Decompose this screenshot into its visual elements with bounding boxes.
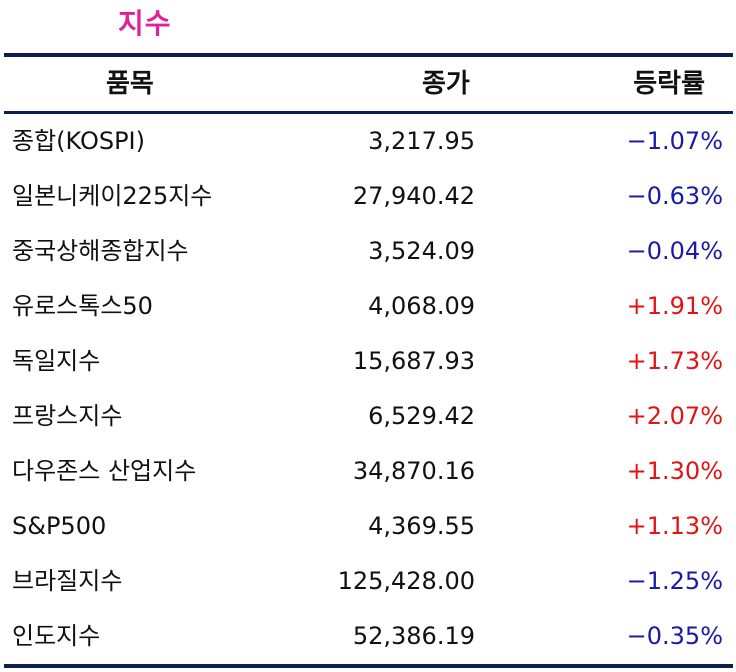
row-name: S&P500 (12, 512, 107, 540)
table-row: 브라질지수 125,428.00 −1.25% (4, 554, 733, 609)
row-change: +1.91% (626, 292, 723, 320)
row-change: +1.73% (626, 347, 723, 375)
header-change: 등락률 (633, 69, 705, 99)
row-change: −1.07% (626, 127, 723, 155)
row-change: −0.04% (626, 237, 723, 265)
table-body: 종합(KOSPI) 3,217.95 −1.07% 일본니케이225지수 27,940.… (4, 114, 733, 664)
table-row: 다우존스 산업지수 34,870.16 +1.30% (4, 444, 733, 499)
row-change: −0.63% (626, 182, 723, 210)
header-name: 품목 (106, 69, 154, 99)
row-name: 독일지수 (12, 347, 101, 375)
row-change: +2.07% (626, 402, 723, 430)
table-row: 인도지수 52,386.19 −0.35% (4, 609, 733, 664)
row-close: 34,870.16 (352, 457, 475, 485)
row-change: −0.35% (626, 622, 723, 650)
row-close: 52,386.19 (352, 622, 475, 650)
row-close: 27,940.42 (352, 182, 475, 210)
table-header: 품목 종가 등락률 (4, 57, 733, 114)
table-row: 유로스톡스50 4,068.09 +1.91% (4, 279, 733, 334)
row-close: 4,369.55 (368, 512, 475, 540)
table-row: 일본니케이225지수 27,940.42 −0.63% (4, 169, 733, 224)
header-close: 종가 (422, 69, 470, 99)
row-name: 다우존스 산업지수 (12, 457, 197, 485)
page-title: 지수 (118, 7, 172, 40)
row-name: 중국상해종합지수 (12, 237, 189, 265)
table-row: S&P500 4,369.55 +1.13% (4, 499, 733, 554)
row-close: 3,217.95 (368, 127, 475, 155)
index-table: 품목 종가 등락률 종합(KOSPI) 3,217.95 −1.07% 일본니케이22… (4, 53, 733, 668)
row-name: 종합(KOSPI) (12, 127, 145, 155)
row-name: 일본니케이225지수 (12, 182, 213, 210)
table-row: 독일지수 15,687.93 +1.73% (4, 334, 733, 389)
table-row: 중국상해종합지수 3,524.09 −0.04% (4, 224, 733, 279)
row-close: 125,428.00 (337, 567, 475, 595)
row-name: 인도지수 (12, 622, 101, 650)
row-name: 브라질지수 (12, 567, 123, 595)
row-name: 프랑스지수 (12, 402, 123, 430)
table-row: 프랑스지수 6,529.42 +2.07% (4, 389, 733, 444)
row-name: 유로스톡스50 (12, 292, 153, 320)
row-change: +1.13% (626, 512, 723, 540)
row-change: +1.30% (626, 457, 723, 485)
row-close: 15,687.93 (352, 347, 475, 375)
table-row: 종합(KOSPI) 3,217.95 −1.07% (4, 114, 733, 169)
row-close: 3,524.09 (368, 237, 475, 265)
row-change: −1.25% (626, 567, 723, 595)
row-close: 4,068.09 (368, 292, 475, 320)
row-close: 6,529.42 (368, 402, 475, 430)
